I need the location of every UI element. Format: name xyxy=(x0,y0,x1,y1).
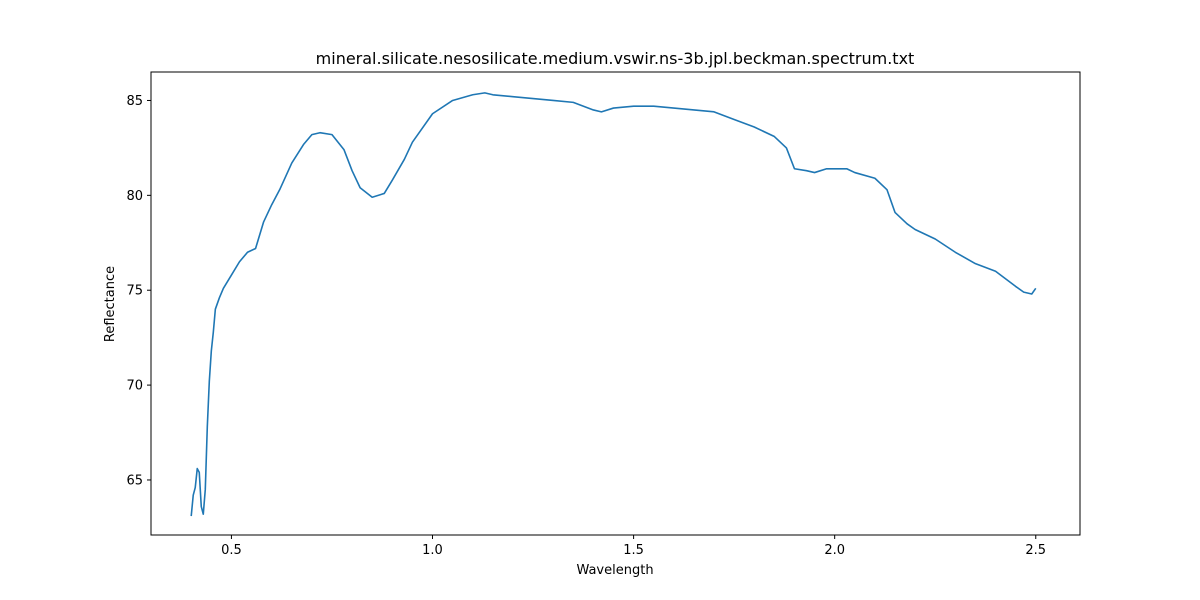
y-axis: 65 70 75 80 85 xyxy=(126,94,151,488)
y-tick-label: 65 xyxy=(126,473,143,488)
y-tick-label: 75 xyxy=(126,284,143,299)
x-tick-label: 2.0 xyxy=(824,543,845,558)
y-axis-label: Reflectance xyxy=(103,266,118,342)
y-tick-label: 70 xyxy=(126,379,143,394)
x-tick-label: 0.5 xyxy=(221,543,242,558)
x-axis: 0.5 1.0 1.5 2.0 2.5 xyxy=(221,535,1046,558)
plot-frame xyxy=(150,71,1081,536)
y-tick-label: 80 xyxy=(126,189,143,204)
x-axis-label: Wavelength xyxy=(576,563,653,578)
x-tick-label: 1.0 xyxy=(422,543,443,558)
plot-area xyxy=(190,92,1037,517)
series-line-0 xyxy=(190,92,1037,517)
x-tick-label: 2.5 xyxy=(1025,543,1046,558)
x-tick-label: 1.5 xyxy=(623,543,644,558)
y-tick-label: 85 xyxy=(126,94,143,109)
chart-title: mineral.silicate.nesosilicate.medium.vsw… xyxy=(316,49,915,68)
